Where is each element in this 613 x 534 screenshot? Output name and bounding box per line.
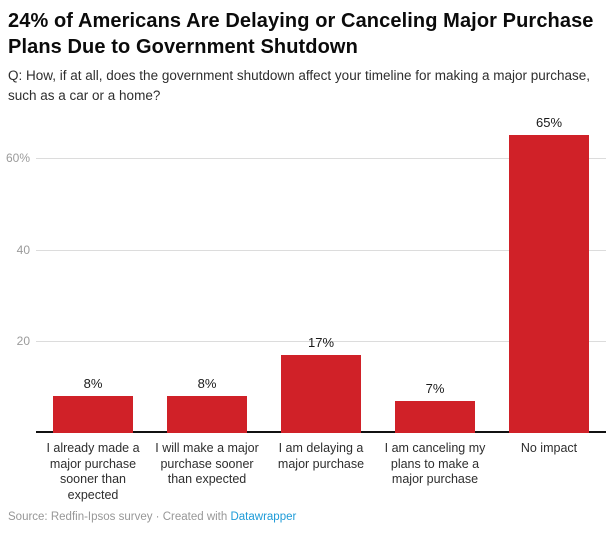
category-label: I am canceling my plans to make a major … [384, 441, 486, 486]
value-label: 8% [197, 376, 217, 392]
bar-column: 17% I am delaying a major purchase [264, 112, 378, 470]
category-label: I will make a major purchase sooner than… [155, 441, 259, 486]
chart-subtitle: Q: How, if at all, does the government s… [8, 68, 591, 103]
y-tick-label: 20 [16, 334, 30, 349]
bar [281, 355, 361, 433]
category-label: I already made a major purchase sooner t… [46, 441, 140, 502]
value-label: 17% [307, 335, 335, 351]
bar [395, 400, 475, 433]
bar [509, 134, 589, 433]
created-with-text: Created with [162, 511, 228, 523]
y-gridline [36, 157, 606, 159]
y-tick-label: 40 [16, 242, 30, 257]
category-label: No impact [520, 441, 578, 455]
y-gridline [36, 341, 606, 343]
bar-column: 8% I will make a major purchase sooner th… [150, 112, 264, 486]
category-label: I am delaying a major purchase [277, 441, 365, 471]
source-label: Source: [8, 511, 48, 523]
chart-title: 24% of Americans Are Delaying or Canceli… [8, 10, 594, 59]
footer: Source: Redfin-Ipsos survey · Created wi… [8, 511, 296, 523]
y-tick-label: 60% [5, 150, 30, 165]
bar-column: 7% I am canceling my plans to make a majo… [378, 112, 492, 486]
value-label: 65% [535, 114, 563, 130]
y-gridline [36, 249, 606, 251]
bar-column: 8% I already made a major purchase sooner… [36, 112, 150, 501]
source-text: Redfin-Ipsos survey [50, 511, 153, 523]
bar-column: 65% No impact [492, 112, 606, 455]
bar [53, 396, 133, 433]
footer-separator: · [155, 511, 160, 523]
plot-area: 20 40 60% 8% I already made a major purchase… [6, 112, 606, 502]
datawrapper-link[interactable]: Datawrapper [230, 511, 297, 523]
bar [167, 396, 247, 433]
value-label: 8% [83, 376, 103, 392]
value-label: 7% [425, 380, 445, 396]
